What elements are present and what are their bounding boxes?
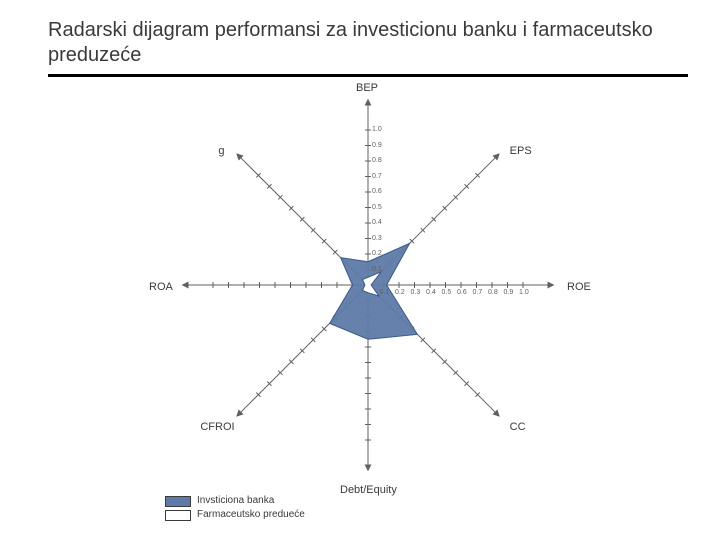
tick-label: 0.8 <box>372 157 382 164</box>
axis-label: CFROI <box>200 421 234 433</box>
tick-label: 0.9 <box>372 142 382 149</box>
tick-label: 1.0 <box>519 289 529 296</box>
tick-label: 0.8 <box>488 289 498 296</box>
tick-label: 0.4 <box>372 219 382 226</box>
tick-label: 0.1 <box>372 266 382 273</box>
tick-label: 0.3 <box>411 289 421 296</box>
tick-label: 0.5 <box>442 289 452 296</box>
title-block: Radarski dijagram performansi za investi… <box>48 18 680 77</box>
tick-label: 0.1 <box>380 289 390 296</box>
axis-label: BEP <box>356 82 378 94</box>
title-underline <box>48 74 688 77</box>
tick-label: 1.0 <box>372 126 382 133</box>
tick-label: 0.7 <box>372 173 382 180</box>
legend-swatch <box>165 496 191 507</box>
tick-label: 0.2 <box>372 250 382 257</box>
legend: Invsticiona banka Farmaceutsko predueće <box>165 494 305 522</box>
tick-label: 0.6 <box>457 289 467 296</box>
axis-label: CC <box>510 421 526 433</box>
tick-label: 0.3 <box>372 235 382 242</box>
legend-item: Invsticiona banka <box>165 494 305 508</box>
axis-label: g <box>218 145 224 157</box>
tick-label: 0.6 <box>372 188 382 195</box>
tick-label: 0.2 <box>395 289 405 296</box>
legend-label: Farmaceutsko predueće <box>197 508 305 522</box>
page-title: Radarski dijagram performansi za investi… <box>48 18 680 68</box>
tick-label: 0.5 <box>372 204 382 211</box>
axis-label: EPS <box>510 145 532 157</box>
axis-label: ROE <box>567 281 591 293</box>
axis-label: ROA <box>149 281 173 293</box>
legend-label: Invsticiona banka <box>197 494 274 508</box>
tick-label: 0.4 <box>426 289 436 296</box>
legend-swatch <box>165 510 191 521</box>
radar-chart: BEPEPSROECCDebt/EquityCFROIROAg1.00.90.8… <box>58 90 678 480</box>
tick-label: 0.9 <box>504 289 514 296</box>
axis-label: Debt/Equity <box>340 484 397 496</box>
legend-item: Farmaceutsko predueće <box>165 508 305 522</box>
tick-label: 0.7 <box>473 289 483 296</box>
